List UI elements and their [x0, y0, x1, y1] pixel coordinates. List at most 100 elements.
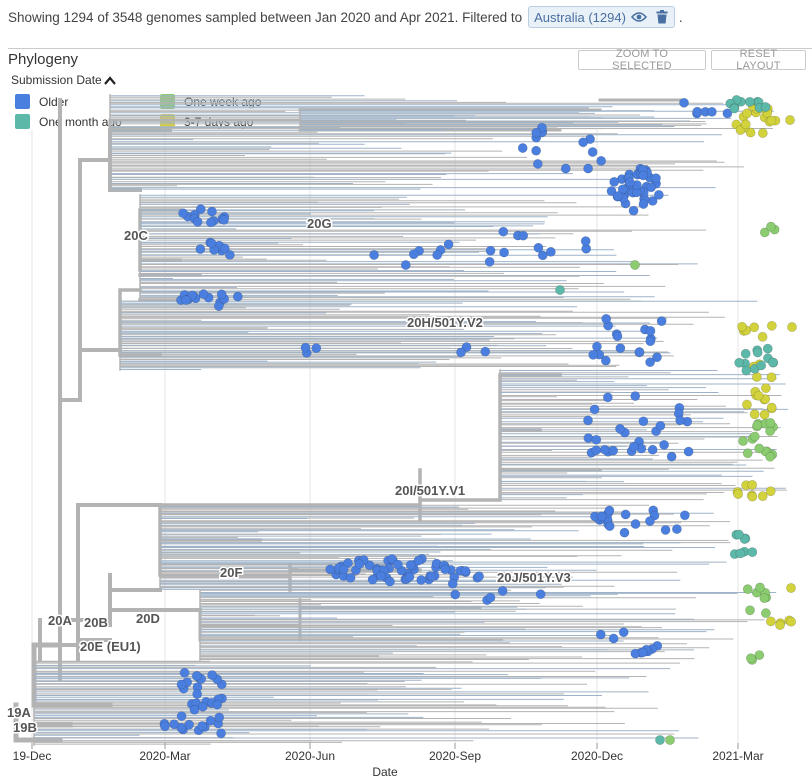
tip-node[interactable]: [392, 559, 403, 570]
tip-node[interactable]: [759, 409, 770, 420]
tip-node[interactable]: [742, 448, 753, 459]
tree-tips[interactable]: [159, 95, 797, 745]
tip-node[interactable]: [369, 250, 379, 260]
tip-node[interactable]: [592, 341, 602, 352]
tip-node[interactable]: [766, 115, 777, 126]
tip-node[interactable]: [325, 564, 336, 575]
tip-node[interactable]: [659, 439, 670, 450]
tip-node[interactable]: [679, 97, 689, 108]
tip-node[interactable]: [197, 701, 208, 712]
tip-node[interactable]: [647, 444, 658, 455]
tip-node[interactable]: [595, 629, 606, 640]
tip-node[interactable]: [181, 295, 192, 305]
tip-node[interactable]: [628, 205, 639, 216]
tip-node[interactable]: [753, 390, 764, 401]
tip-node[interactable]: [224, 250, 235, 260]
tip-node[interactable]: [624, 177, 635, 188]
tip-node[interactable]: [531, 127, 542, 138]
tip-node[interactable]: [560, 163, 571, 174]
tip-node[interactable]: [768, 357, 778, 368]
tip-node[interactable]: [443, 239, 454, 250]
tip-node[interactable]: [679, 510, 690, 521]
tip-node[interactable]: [744, 96, 755, 107]
tip-node[interactable]: [757, 491, 768, 502]
tip-node[interactable]: [602, 392, 613, 403]
tip-node[interactable]: [583, 415, 593, 426]
tip-node[interactable]: [620, 509, 631, 520]
tip-node[interactable]: [759, 227, 770, 238]
tip-node[interactable]: [531, 145, 542, 156]
tip-node[interactable]: [742, 108, 752, 119]
tip-node[interactable]: [755, 582, 765, 593]
tip-node[interactable]: [555, 285, 565, 295]
tip-node[interactable]: [413, 555, 424, 566]
tip-node[interactable]: [160, 721, 170, 732]
tip-node[interactable]: [722, 108, 733, 119]
tip-node[interactable]: [205, 217, 216, 228]
tip-node[interactable]: [456, 347, 466, 358]
tip-node[interactable]: [740, 119, 751, 130]
tip-node[interactable]: [733, 489, 744, 499]
tip-node[interactable]: [766, 320, 777, 331]
tip-node[interactable]: [656, 316, 667, 327]
tip-node[interactable]: [426, 571, 437, 582]
tip-node[interactable]: [537, 250, 548, 261]
tip-node[interactable]: [485, 245, 496, 256]
tip-node[interactable]: [176, 711, 187, 722]
tip-node[interactable]: [671, 524, 682, 534]
tip-node[interactable]: [759, 593, 770, 603]
tip-node[interactable]: [760, 102, 771, 112]
tip-node[interactable]: [786, 583, 796, 593]
tip-node[interactable]: [630, 260, 640, 270]
tip-node[interactable]: [205, 715, 216, 726]
tip-node[interactable]: [484, 256, 495, 267]
tip-node[interactable]: [219, 243, 230, 254]
tip-node[interactable]: [300, 342, 311, 353]
tip-node[interactable]: [747, 479, 758, 490]
tip-node[interactable]: [601, 313, 612, 324]
tip-node[interactable]: [207, 206, 217, 217]
tip-node[interactable]: [517, 143, 528, 153]
tip-node[interactable]: [645, 336, 656, 347]
tip-node[interactable]: [588, 349, 599, 360]
tip-node[interactable]: [600, 355, 611, 366]
tip-node[interactable]: [745, 653, 756, 664]
tip-node[interactable]: [760, 383, 771, 394]
tip-node[interactable]: [460, 566, 471, 576]
tip-node[interactable]: [742, 399, 752, 410]
filter-badge[interactable]: Australia (1294): [528, 6, 675, 28]
tip-node[interactable]: [741, 365, 752, 376]
tip-node[interactable]: [752, 347, 763, 358]
tip-node[interactable]: [213, 301, 224, 311]
tip-node[interactable]: [747, 547, 758, 558]
tip-node[interactable]: [596, 511, 607, 522]
tip-node[interactable]: [757, 128, 768, 138]
tip-node[interactable]: [195, 244, 206, 254]
tip-node[interactable]: [178, 208, 188, 219]
tip-node[interactable]: [619, 527, 630, 538]
tip-node[interactable]: [749, 431, 760, 442]
tip-node[interactable]: [583, 433, 594, 443]
tip-node[interactable]: [765, 616, 776, 627]
tip-node[interactable]: [214, 712, 225, 723]
tip-node[interactable]: [518, 230, 529, 241]
tip-node[interactable]: [754, 443, 765, 454]
tip-node[interactable]: [400, 260, 411, 270]
tip-node[interactable]: [787, 322, 797, 332]
tip-node[interactable]: [535, 589, 546, 600]
tree-branches[interactable]: [13, 94, 789, 746]
tip-node[interactable]: [440, 564, 451, 575]
tip-node[interactable]: [652, 352, 662, 363]
tip-node[interactable]: [645, 516, 655, 527]
trash-icon[interactable]: [652, 8, 672, 26]
tip-node[interactable]: [665, 735, 675, 745]
tip-node[interactable]: [786, 616, 796, 627]
tip-node[interactable]: [655, 735, 665, 745]
tip-node[interactable]: [646, 182, 657, 193]
tip-node[interactable]: [766, 372, 777, 383]
tip-node[interactable]: [212, 699, 223, 710]
tip-node[interactable]: [591, 445, 602, 456]
tip-node[interactable]: [589, 404, 600, 415]
tip-node[interactable]: [387, 554, 397, 564]
tip-node[interactable]: [599, 444, 610, 455]
